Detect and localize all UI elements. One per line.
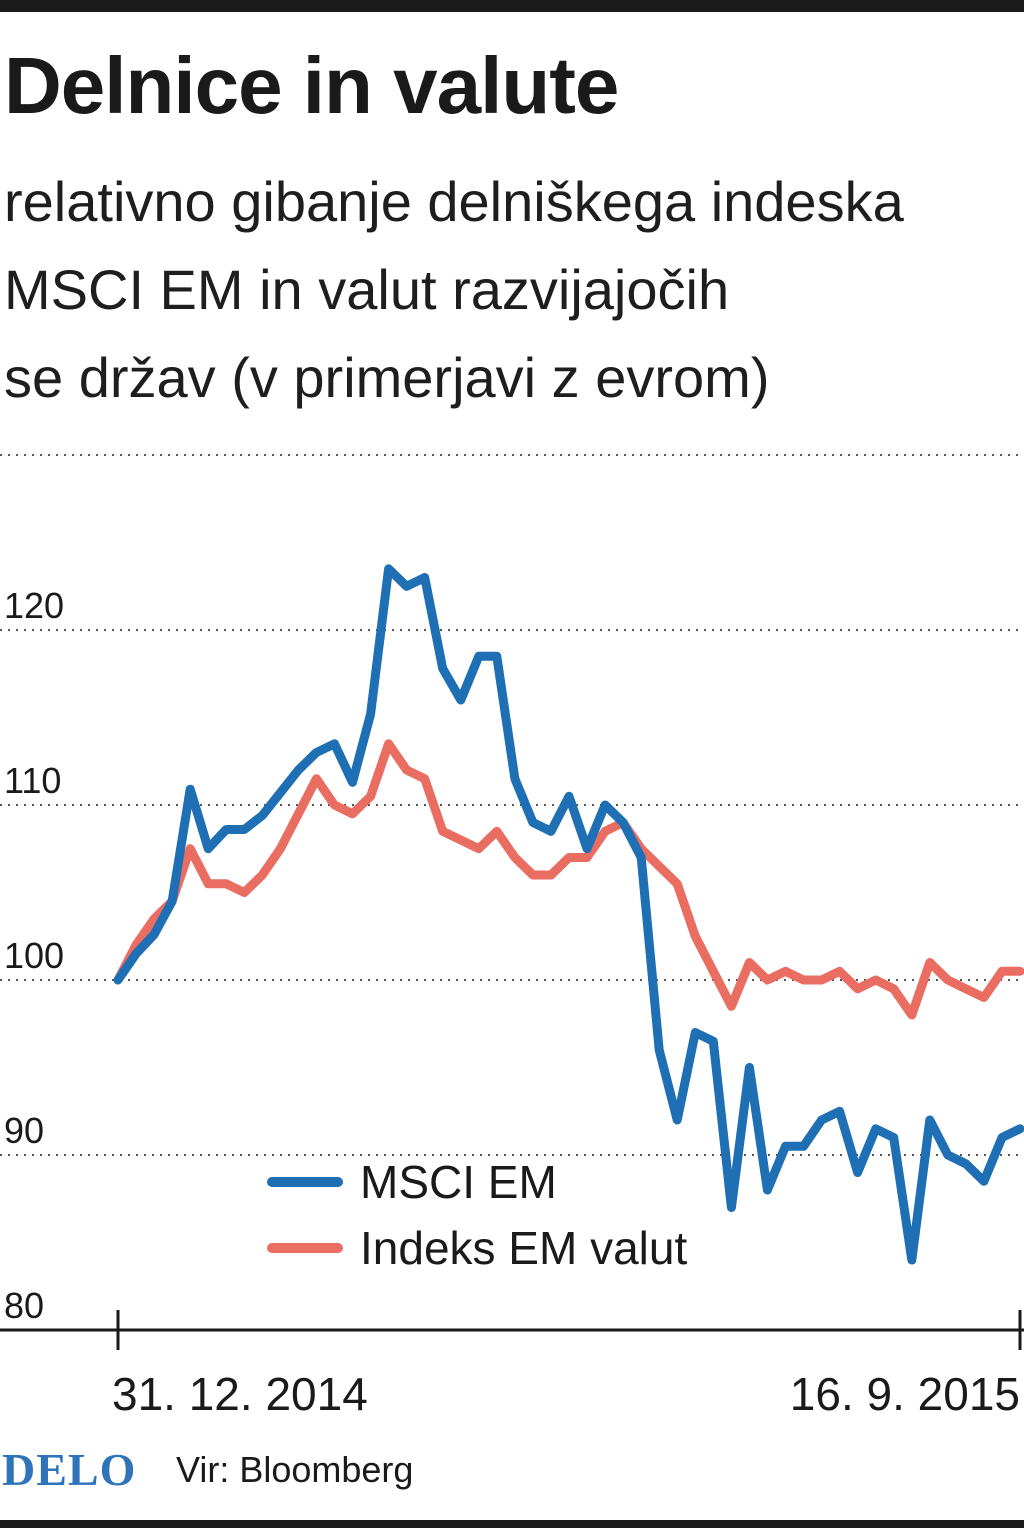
y-tick-label: 110 <box>4 760 61 801</box>
subtitle-line-2: MSCI EM in valut razvijajočih <box>4 258 730 321</box>
series-line-msci-em <box>113 564 1024 1265</box>
series-line-indeks-em-valut <box>113 739 1024 1020</box>
source-note: Vir: Bloomberg <box>176 1449 414 1490</box>
chart-subtitle: relativno gibanje delniškega indeska MSC… <box>4 158 1020 422</box>
x-tick-label: 31. 12. 2014 <box>112 1368 368 1420</box>
legend-label: MSCI EM <box>360 1156 557 1208</box>
delo-logo: DELO <box>2 1444 137 1495</box>
chart-title: Delnice in valute <box>4 41 619 130</box>
subtitle-line-3: se držav (v primerjavi z evrom) <box>4 346 770 409</box>
x-tick-label: 16. 9. 2015 <box>790 1368 1020 1420</box>
subtitle-line-1: relativno gibanje delniškega indeska <box>4 170 904 233</box>
y-tick-label: 100 <box>4 935 64 976</box>
footer: DELO Vir: Bloomberg <box>0 1440 1024 1500</box>
y-tick-label: 120 <box>4 585 64 626</box>
legend-label: Indeks EM valut <box>360 1222 687 1274</box>
top-rule <box>0 0 1024 12</box>
y-tick-label: 80 <box>4 1285 44 1326</box>
y-tick-label: 90 <box>4 1110 44 1151</box>
line-chart: 80 90 100 110 120 31. 12. 2014 16. 9. 2015 MSCI… <box>0 454 1024 1420</box>
bottom-rule <box>0 1520 1024 1528</box>
